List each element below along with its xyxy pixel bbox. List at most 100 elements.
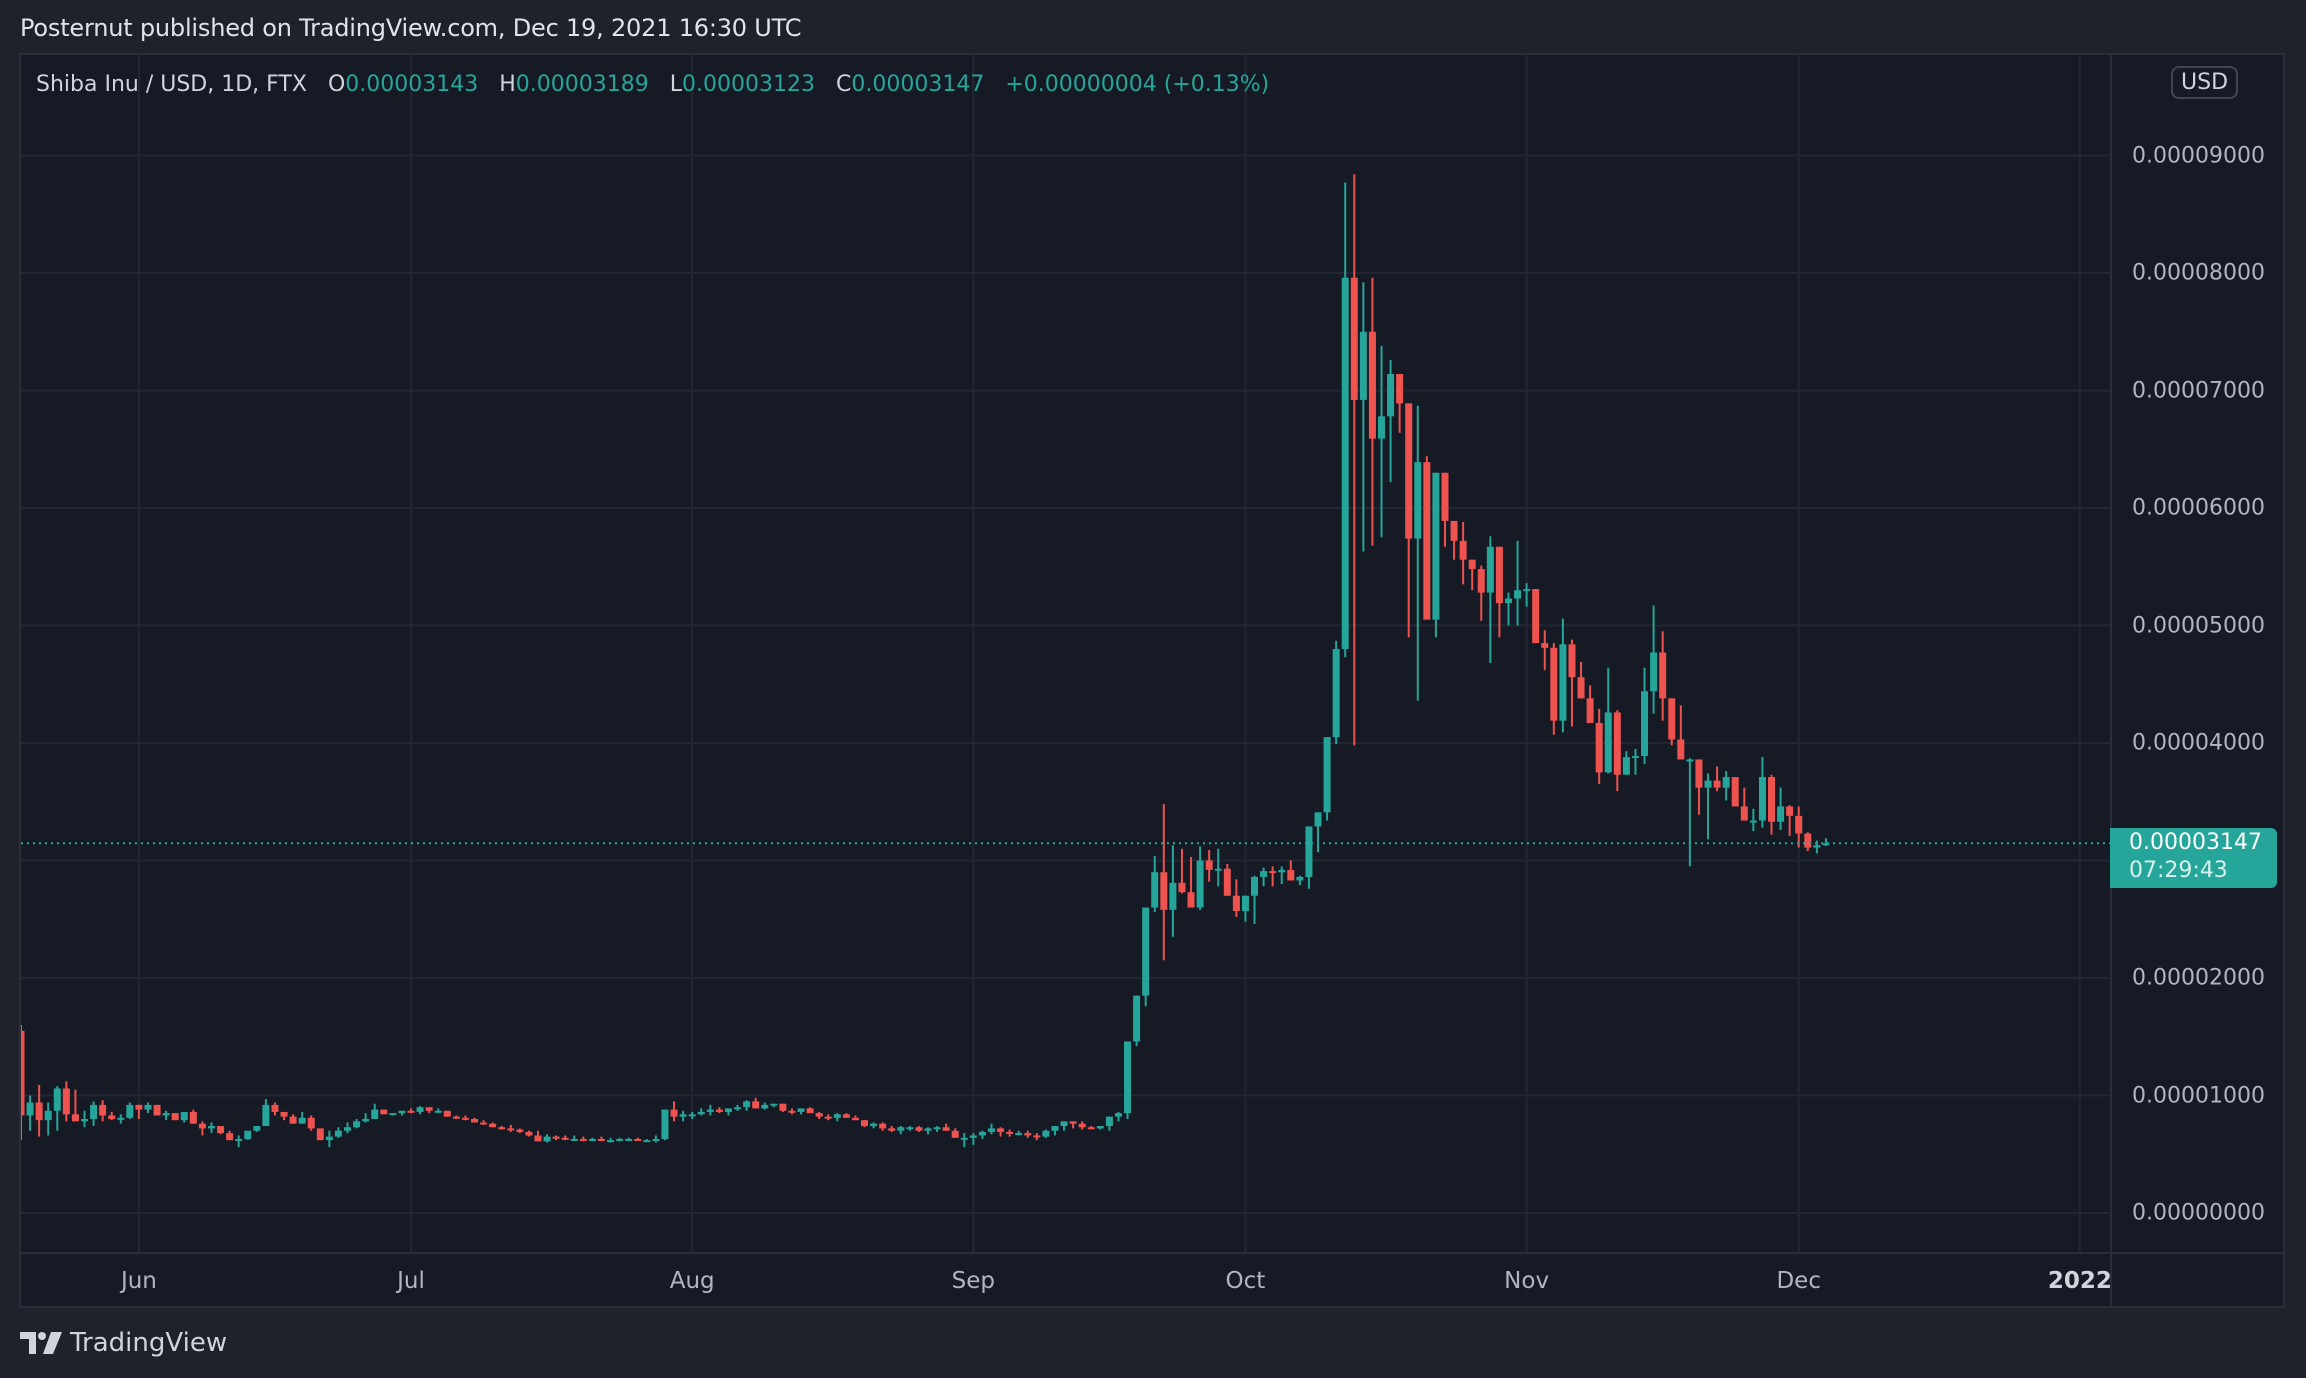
axis-corner	[2110, 1252, 2285, 1308]
candle-body	[1749, 820, 1757, 823]
candle-body	[978, 1131, 986, 1136]
candle-body	[1777, 806, 1785, 822]
candle-body	[1287, 869, 1295, 881]
candle-body	[1523, 589, 1531, 592]
candle-body	[1514, 590, 1522, 599]
time-tick-label: 2022	[2047, 1268, 2112, 1294]
candle-body	[724, 1108, 732, 1112]
price-tick-label: 0.00000000	[2132, 1200, 2265, 1226]
candle-body	[407, 1110, 415, 1113]
candle-body	[1423, 462, 1431, 620]
time-tick-label: Aug	[669, 1268, 715, 1294]
candle-body	[1795, 815, 1803, 834]
candle-body	[1142, 907, 1150, 996]
candle-body	[1196, 860, 1204, 908]
candle-body	[471, 1119, 478, 1123]
candle-body	[398, 1110, 406, 1114]
price-tick-label: 0.00009000	[2132, 143, 2265, 168]
price-tick-label: 0.00005000	[2132, 613, 2265, 638]
candle-body	[661, 1109, 669, 1139]
chart-plot-area[interactable]	[21, 55, 2110, 1252]
candle-body	[1459, 540, 1467, 560]
candle-body	[1650, 652, 1658, 692]
candle-body	[906, 1127, 914, 1130]
candle-body	[1731, 777, 1739, 807]
candle-body	[1151, 872, 1159, 908]
candle-body	[1251, 876, 1259, 896]
tradingview-logo-icon	[20, 1332, 62, 1354]
candle-body	[779, 1103, 787, 1111]
candle-body	[942, 1127, 950, 1131]
candle-body	[1359, 331, 1367, 400]
candle-body	[579, 1138, 587, 1141]
candle-body	[1622, 757, 1630, 775]
candle-body	[1260, 871, 1268, 877]
candle-body	[271, 1104, 279, 1112]
candle-body	[1559, 644, 1567, 721]
candle-body	[688, 1114, 696, 1117]
candle-body	[788, 1110, 796, 1113]
candle-body	[80, 1119, 88, 1122]
candle-body	[761, 1104, 769, 1109]
candle-body	[21, 1030, 25, 1116]
price-tick-label: 0.00006000	[2132, 495, 2265, 521]
candle-body	[480, 1122, 488, 1125]
tradingview-logo[interactable]: TradingView	[20, 1328, 227, 1358]
candle-body	[362, 1119, 370, 1122]
candle-body	[1169, 882, 1177, 910]
candle-body	[126, 1104, 134, 1118]
candle-body	[1332, 649, 1340, 738]
candle-body	[1595, 723, 1603, 773]
candle-body	[1804, 833, 1812, 848]
candle-body	[806, 1108, 814, 1114]
candle-body	[1160, 872, 1168, 910]
candle-body	[1686, 759, 1694, 762]
candle-body	[616, 1138, 624, 1141]
price-tick-label: 0.00002000	[2132, 965, 2265, 991]
candle-body	[833, 1114, 841, 1118]
candle-body	[1740, 806, 1748, 821]
candle-body	[1432, 472, 1440, 620]
candle-body	[1223, 868, 1231, 896]
candle-body	[1033, 1135, 1041, 1138]
candle-body	[198, 1123, 206, 1129]
currency-badge[interactable]: USD	[2171, 66, 2239, 99]
candle-body	[588, 1138, 596, 1141]
candle-body	[1813, 845, 1821, 848]
candle-body	[371, 1109, 379, 1119]
candle-body	[1641, 691, 1649, 756]
candle-body	[489, 1123, 497, 1128]
candle-body	[1541, 643, 1549, 648]
candle-body	[815, 1113, 823, 1117]
candle-body	[171, 1113, 179, 1121]
candle-body	[325, 1136, 333, 1141]
price-axis[interactable]: 0.00009000 0.00008000 0.00007000 0.00006000…	[2110, 55, 2285, 1252]
candle-body	[307, 1117, 315, 1129]
candle-body	[334, 1130, 342, 1137]
candle-body	[162, 1113, 170, 1116]
candle-body	[289, 1116, 297, 1124]
candle-body	[35, 1102, 43, 1121]
candle-body	[1232, 895, 1240, 912]
symbol-label[interactable]: Shiba Inu / USD, 1D, FTX	[36, 72, 307, 97]
candle-body	[298, 1117, 306, 1124]
change-value: +0.00000004 (+0.13%)	[1005, 72, 1270, 97]
candle-body	[253, 1126, 261, 1131]
candle-body	[207, 1126, 215, 1129]
candle-body	[416, 1107, 424, 1112]
low-label: L	[669, 72, 683, 97]
time-axis[interactable]	[21, 1252, 2110, 1308]
candle-body	[1495, 546, 1503, 604]
candle-body	[1096, 1126, 1104, 1129]
open-label: O	[327, 72, 346, 97]
chart-frame	[19, 53, 2285, 1308]
candle-body	[235, 1138, 243, 1141]
candle-body	[1006, 1131, 1014, 1134]
candle-body	[1677, 739, 1685, 760]
candle-body	[262, 1104, 270, 1127]
candle-body	[570, 1138, 578, 1141]
candle-body	[1269, 871, 1277, 874]
candle-body	[1323, 737, 1331, 813]
candle-body	[597, 1138, 605, 1141]
time-tick-label: Oct	[1225, 1268, 1266, 1294]
